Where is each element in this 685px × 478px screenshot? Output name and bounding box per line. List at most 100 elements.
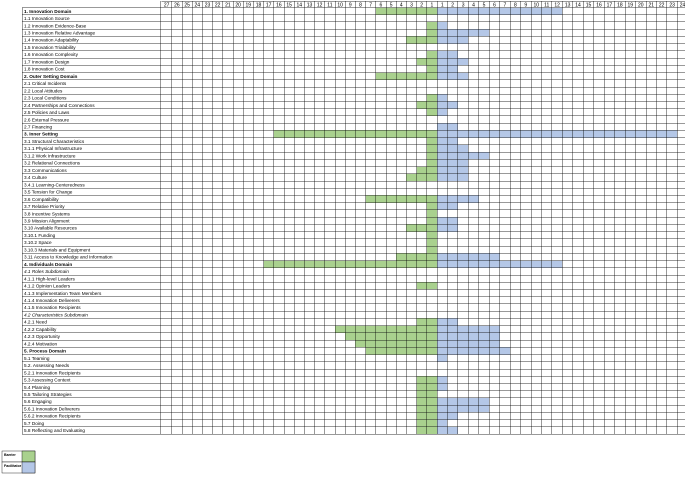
category-label: 3.10.1 Funding	[24, 233, 56, 238]
category-label: 4.1.5 Innovation Recipients	[24, 305, 81, 310]
tick-label-left: 12	[317, 2, 323, 8]
tick-label-left: 23	[205, 2, 211, 8]
tick-label-right: 23	[669, 2, 675, 8]
category-label: 5.6 Engaging	[24, 399, 52, 404]
tick-label-right: 18	[617, 2, 623, 8]
tick-label-right: 3	[462, 2, 465, 8]
tick-label-left: 17	[266, 2, 272, 8]
tick-label-right: 9	[524, 2, 527, 8]
facilitator-bar	[437, 152, 490, 160]
tick-label-left: 24	[195, 2, 201, 8]
tick-label-left: 15	[286, 2, 292, 8]
facilitator-bar	[437, 29, 490, 37]
tick-label-left: 18	[256, 2, 262, 8]
category-label: 1.1 Innovation Source	[24, 16, 70, 21]
category-label: 3.1.2 Work Infrastructure	[24, 153, 76, 158]
category-label: 5.6.1 Innovation Deliverers	[24, 406, 80, 411]
tick-label-right: 5	[483, 2, 486, 8]
category-label: 3. Inner Setting	[24, 132, 58, 137]
category-label: 3.5 Tension for Change	[24, 190, 73, 195]
tick-label-left: 4	[400, 2, 403, 8]
category-label: 2.6 External Pressure	[24, 117, 69, 122]
category-label: 3.4 Culture	[24, 175, 47, 180]
category-label: 5.2. Assessing Needs	[24, 363, 70, 368]
category-label: 3.11 Access to Knowledge and Information	[24, 255, 113, 260]
tick-label-left: 1	[431, 2, 434, 8]
category-label: 5.8 Reflecting and Evaluating	[24, 428, 85, 433]
category-label: 2.7 Financing	[24, 124, 53, 129]
barrier-bar	[426, 238, 437, 247]
tick-label-right: 24	[680, 2, 685, 8]
tick-label-left: 19	[246, 2, 252, 8]
category-label: 2.5 Policies and Laws	[24, 110, 70, 115]
barrier-bar	[365, 195, 437, 203]
category-label: 4.1.4 Innovation Deliverers	[24, 298, 80, 303]
category-label: 3.6 Compatibility	[24, 197, 59, 202]
tick-label-right: 10	[533, 2, 539, 8]
tick-label-left: 16	[276, 2, 282, 8]
tick-label-left: 14	[297, 2, 303, 8]
facilitator-bar	[437, 354, 448, 362]
tick-label-left: 5	[390, 2, 393, 8]
barrier-bar	[406, 36, 437, 44]
category-label: 5.5 Tailoring Strategies	[24, 392, 72, 397]
category-label: 1.7 Innovation Design	[24, 59, 70, 64]
category-label: 3.1 Structural Characteristics	[24, 139, 85, 144]
tick-label-right: 6	[493, 2, 496, 8]
facilitator-bar	[437, 108, 448, 116]
category-label: 4.1.1 High-level Leaders	[24, 276, 75, 281]
category-label: 3.7 Relative Priority	[24, 204, 65, 209]
tick-label-right: 22	[659, 2, 665, 8]
barrier-bar	[426, 152, 437, 160]
category-label: 4.1.3 Implementation Team Members	[24, 291, 102, 296]
facilitator-bar	[437, 130, 678, 138]
barrier-bar	[406, 224, 437, 232]
facilitator-bar	[437, 58, 469, 66]
facilitator-bar	[437, 173, 469, 182]
tick-label-right: 16	[596, 2, 602, 8]
tick-label-left: 3	[410, 2, 413, 8]
barrier-bar	[426, 231, 437, 239]
facilitator-bar	[437, 166, 469, 174]
tick-label-left: 22	[215, 2, 221, 8]
category-label: 1.6 Innovation Complexity	[24, 52, 79, 57]
category-label: 4.2.1 Need	[24, 320, 47, 325]
legend-swatch	[21, 461, 36, 474]
tick-label-left: 25	[184, 2, 190, 8]
category-label: 4.1.2 Opinion Leaders	[24, 284, 71, 289]
category-label: 3.4.1 Learning-Centeredness	[24, 182, 85, 187]
barrier-bar	[426, 137, 437, 145]
category-label: 2.2 Local Attitudes	[24, 88, 63, 93]
category-label: 1.8 Innovation Cost	[24, 67, 65, 72]
legend: Barrier Facilitator	[1, 450, 36, 474]
barrier-bar	[426, 29, 437, 37]
category-label: 3.10.3 Materials and Equipment	[24, 247, 91, 252]
barrier-bar	[426, 159, 437, 167]
legend-label: Facilitator	[4, 464, 22, 468]
category-label: 2.4 Partnerships and Connections	[24, 103, 95, 108]
tick-label-right: 8	[514, 2, 517, 8]
barrier-bar	[263, 260, 437, 268]
category-label: 4.2.4 Motivation	[24, 341, 57, 346]
category-label: 5.4 Planning	[24, 385, 50, 390]
category-label: 4.2.2 Capability	[24, 327, 57, 332]
tick-label-right: 14	[575, 2, 581, 8]
category-label: 4.2.3 Opportunity	[24, 334, 61, 339]
barrier-bar	[365, 347, 437, 355]
tick-label-left: 2	[420, 2, 423, 8]
barrier-bar	[426, 108, 437, 116]
category-label: 2.3 Local Conditions	[24, 96, 67, 101]
barrier-bar	[426, 21, 437, 30]
axis-header-row: 27 26 25 24 23 22 21 20 19 18 17 16 15 14 13 12 11 10 9 8 7 6…	[164, 2, 685, 8]
tick-label-left: 21	[225, 2, 231, 8]
tick-label-right: 7	[504, 2, 507, 8]
tick-label-left: 11	[327, 2, 332, 8]
tick-label-right: 20	[638, 2, 644, 8]
tick-label-right: 15	[586, 2, 592, 8]
category-label: 5.2.1 Innovation Recipients	[24, 370, 81, 375]
category-label: 3.1.1 Physical Infrastructure	[24, 146, 82, 151]
category-label: 3.9 Mission Alignment	[24, 218, 70, 223]
category-label: 3.3 Communications	[24, 168, 67, 173]
category-labels: 1. Innovation Domain 1.1 Innovation Sourc…	[24, 9, 113, 433]
